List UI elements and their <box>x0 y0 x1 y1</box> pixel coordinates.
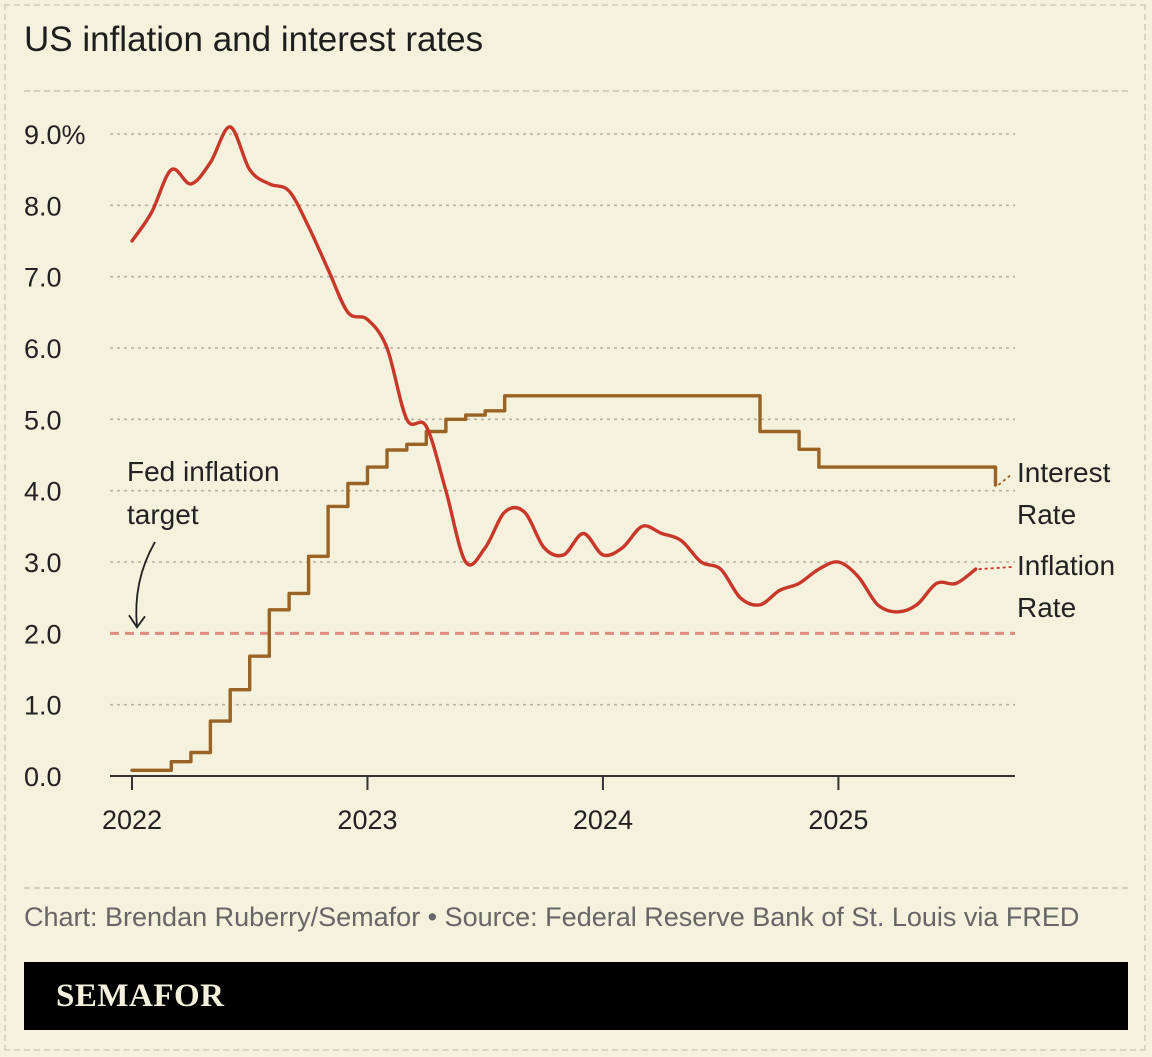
x-tick-label: 2023 <box>337 805 397 835</box>
brand-bar: SEMAFOR <box>24 962 1128 1030</box>
bottom-divider <box>24 887 1128 889</box>
inflation-series-label: Rate <box>1017 592 1076 623</box>
y-tick-label: 7.0 <box>24 263 62 293</box>
y-tick-label: 8.0 <box>24 191 62 221</box>
chart-frame <box>4 4 1146 1051</box>
y-tick-label: 1.0 <box>24 691 62 721</box>
chart-area: 0.0 1.0 2.0 3.0 4.0 5.0 6.0 7.0 8.0 9.0% 2022 2023 2… <box>24 120 1115 835</box>
brand-logo: SEMAFOR <box>56 978 225 1014</box>
y-tick-label: 9.0% <box>24 120 86 150</box>
target-annotation-text: Fed inflation <box>127 456 280 487</box>
gridlines <box>110 133 1015 706</box>
interest-rate-line <box>130 394 998 772</box>
annotation-arrow <box>135 541 156 628</box>
chart-title: US inflation and interest rates <box>24 20 484 59</box>
series-group <box>130 125 998 772</box>
interest-series-label: Rate <box>1017 499 1076 530</box>
interest-label-leader <box>997 473 1013 486</box>
inflation-label-leader <box>978 566 1013 571</box>
y-tick-label: 2.0 <box>24 619 62 649</box>
source-credit: Chart: Brendan Ruberry/Semafor • Source:… <box>24 902 1080 932</box>
axes <box>110 775 1015 790</box>
annotation-arrowhead <box>128 614 146 629</box>
x-tick-label: 2025 <box>808 805 868 835</box>
interest-series-label: Interest <box>1017 457 1111 488</box>
y-tick-label: 5.0 <box>24 405 62 435</box>
target-annotation-text: target <box>127 499 199 530</box>
labels: 0.0 1.0 2.0 3.0 4.0 5.0 6.0 7.0 8.0 9.0% 2022 2023 2… <box>24 120 1115 835</box>
top-divider <box>24 90 1128 92</box>
x-tick-label: 2022 <box>102 805 162 835</box>
x-tick-label: 2024 <box>573 805 633 835</box>
y-tick-label: 6.0 <box>24 334 62 364</box>
y-tick-label: 4.0 <box>24 477 62 507</box>
y-tick-label: 0.0 <box>24 762 62 792</box>
inflation-series-label: Inflation <box>1017 550 1115 581</box>
inflation-rate-line <box>130 125 978 614</box>
y-tick-label: 3.0 <box>24 548 62 578</box>
